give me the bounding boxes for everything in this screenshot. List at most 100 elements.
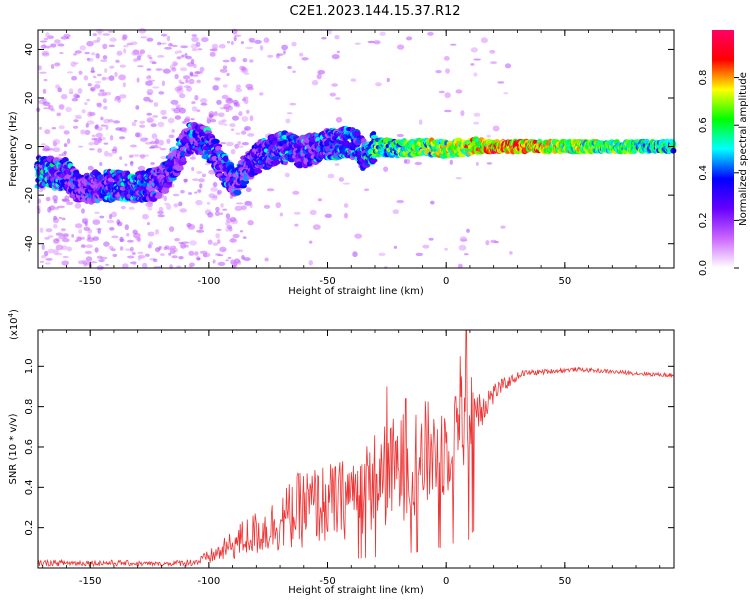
spectrogram-axes: -150 -100 -50 0 50 -40 -20 0 20 40 (24, 30, 674, 287)
spectrogram-noise-point (393, 245, 398, 249)
x-tick-label: -50 (319, 276, 335, 287)
spectrogram-noise-point (88, 141, 94, 146)
spectrogram-noise-point (247, 87, 254, 91)
spectrogram-noise-point (220, 141, 227, 145)
spectrogram-noise-point (41, 244, 45, 250)
spectrogram-noise-point (237, 249, 244, 253)
colorbar-ticks: 0.0 0.2 0.4 0.6 0.8 (698, 70, 739, 276)
spectrogram-noise-point (171, 255, 178, 259)
spectrogram-noise-point (100, 116, 104, 121)
spectrogram-noise-point (137, 165, 146, 171)
spectrogram-noise-point (75, 223, 83, 229)
spectrogram-noise-point (183, 178, 189, 182)
spectrogram-noise-point (386, 77, 390, 83)
spectrogram-noise-point (99, 89, 105, 93)
spectrogram-noise-point (282, 50, 286, 55)
spectrogram-noise-point (169, 245, 177, 249)
spectrogram-noise-point (222, 84, 228, 88)
spectrogram-noise-point (226, 40, 231, 44)
spectrogram-noise-point (180, 45, 189, 49)
spectrogram-noise-point (383, 166, 389, 172)
spectrogram-noise-point (285, 118, 291, 124)
spectrogram-noise-point (108, 119, 114, 123)
spectrogram-noise-point (83, 75, 89, 81)
spectrogram-noise-point (86, 57, 90, 61)
spectrogram-noise-point (97, 73, 102, 77)
spectrogram-noise-point (196, 171, 203, 174)
spectrogram-noise-point (218, 120, 225, 126)
spectrogram-noise-point (427, 31, 434, 36)
spectrogram-trace-point (204, 130, 213, 135)
spectrogram-noise-point (179, 67, 188, 72)
spectrogram-noise-point (177, 85, 184, 91)
spectrogram-noise-point (246, 109, 250, 114)
spectrogram-noise-point (168, 42, 173, 47)
spectrogram-noise-point (148, 79, 156, 82)
spectrogram-noise-point (52, 217, 60, 224)
spectrogram-noise-point (154, 229, 160, 235)
spectrogram-noise-point (293, 211, 301, 215)
spectrogram-noise-point (130, 41, 138, 45)
spectrogram-noise-point (102, 98, 107, 104)
spectrogram-noise-point (103, 106, 108, 110)
spectrogram-noise-point (102, 43, 108, 50)
spectrogram-noise-point (80, 129, 86, 135)
spectrogram-noise-point (83, 226, 91, 231)
spectrogram-noise-point (405, 158, 411, 165)
spectrogram-noise-point (74, 202, 82, 209)
spectrogram-noise-point (234, 34, 242, 37)
spectrogram-noise-point (77, 236, 82, 242)
spectrogram-noise-point (137, 52, 143, 58)
spectrogram-noise-point (175, 104, 182, 107)
spectrogram-noise-point (317, 69, 326, 75)
spectrogram-noise-point (235, 88, 243, 93)
spectrogram-noise-point (43, 37, 49, 41)
spectrogram-noise-point (244, 127, 248, 131)
spectrogram-noise-point (85, 244, 93, 248)
spectrogram-noise-point (41, 143, 46, 146)
spectrogram-noise-point (470, 63, 475, 66)
spectrogram-noise-point (334, 97, 341, 100)
spectrogram-noise-point (458, 263, 463, 269)
spectrogram-noise-point (234, 143, 239, 149)
spectrogram-noise-point (99, 215, 105, 219)
snr-axes: -150 -100 -50 0 50 0.2 0.4 0.6 0.8 1.0 (24, 330, 674, 587)
spectrogram-noise-point (87, 83, 92, 87)
spectrogram-noise-point (75, 116, 83, 119)
x-tick-label: -100 (198, 576, 221, 587)
spectrogram-noise-point (375, 82, 382, 87)
spectrogram-noise-point (196, 79, 201, 84)
spectrogram-noise-point (161, 116, 168, 120)
spectrogram-noise-point (135, 105, 140, 110)
spectrogram-noise-point (53, 238, 60, 244)
spectrogram-noise-point (99, 162, 103, 166)
spectrogram-noise-point (63, 130, 70, 135)
spectrogram-noise-point (87, 234, 91, 240)
x-tick-label: 50 (558, 276, 571, 287)
spectrogram-noise-point (138, 28, 147, 34)
x-tick-label: -150 (79, 276, 102, 287)
spectrogram-noise-point (216, 99, 222, 105)
spectrogram-noise-point (230, 41, 234, 45)
spectrogram-noise-point (225, 98, 234, 104)
spectrogram-noise-point (157, 210, 164, 215)
spectrogram-trace-point (222, 155, 229, 163)
spectrogram-noise-point (214, 211, 221, 217)
spectrogram-noise-point (61, 245, 68, 251)
colorbar-label: Normalized spectral amplitude (738, 72, 749, 226)
spectrogram-noise-point (71, 98, 79, 102)
spectrogram-noise-point (166, 204, 172, 210)
spectrogram-noise-point (234, 205, 243, 212)
spectrogram-noise-point (108, 44, 116, 47)
spectrogram-noise-point (166, 138, 171, 144)
spectrogram-noise-point (61, 260, 69, 266)
spectrogram-noise-point (201, 173, 206, 178)
spectrogram-noise-point (149, 146, 155, 149)
spectrogram-noise-point (107, 152, 113, 157)
spectrogram-noise-point (212, 85, 219, 91)
spectrogram-noise-point (232, 99, 239, 105)
spectrogram-noise-point (414, 161, 423, 166)
spectrogram-frame (37, 29, 675, 269)
spectrogram-noise-point (311, 79, 319, 86)
spectrogram-noise-point (243, 72, 250, 75)
